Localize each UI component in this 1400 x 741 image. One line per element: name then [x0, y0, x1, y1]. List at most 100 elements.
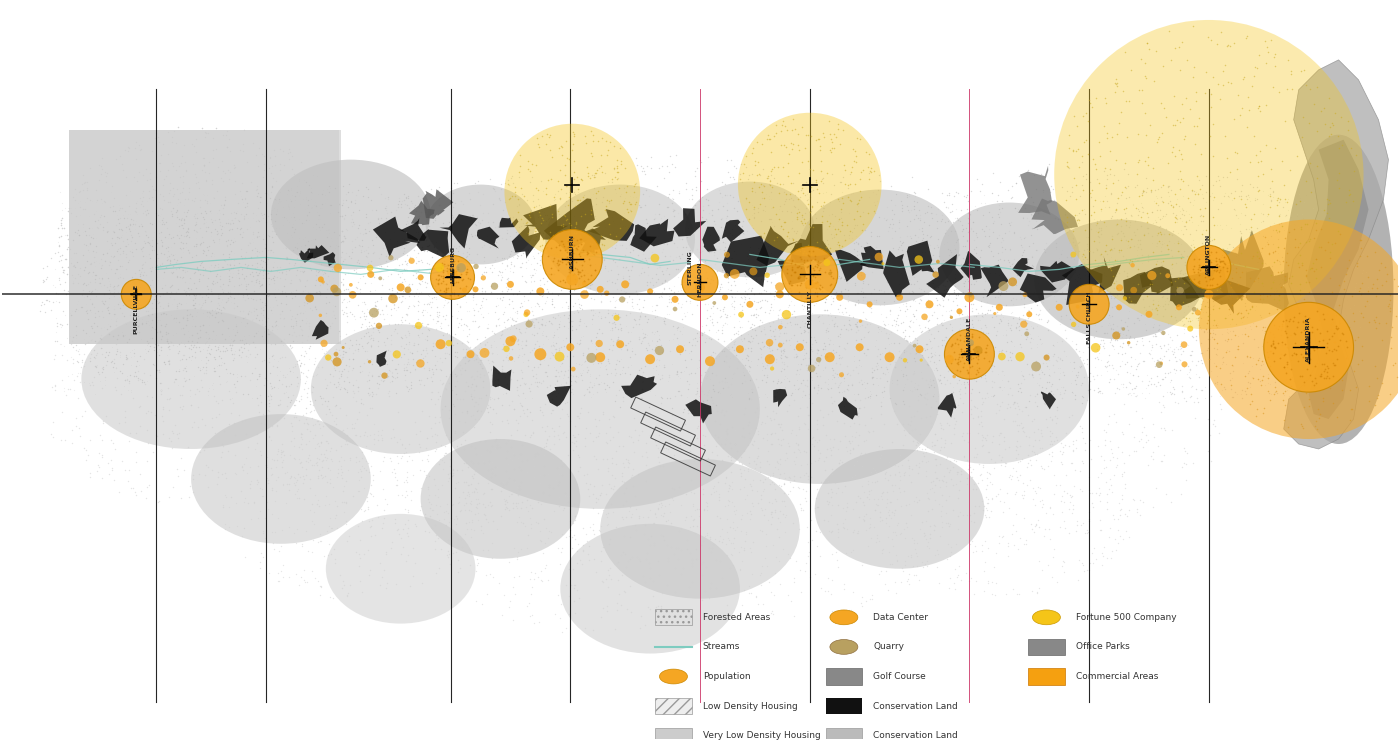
Point — [788, 250, 811, 262]
Point — [293, 383, 315, 395]
Point — [671, 465, 693, 476]
Point — [1319, 272, 1341, 284]
Point — [155, 335, 178, 347]
Point — [769, 178, 791, 190]
Point — [1070, 360, 1092, 372]
Point — [1343, 299, 1365, 310]
Point — [151, 333, 174, 345]
Point — [605, 390, 627, 402]
Point — [1089, 195, 1112, 207]
Point — [1260, 194, 1282, 206]
Point — [783, 456, 805, 468]
Point — [1261, 334, 1284, 346]
Point — [795, 188, 818, 200]
Point — [497, 354, 519, 366]
Point — [260, 339, 283, 350]
Point — [1221, 360, 1243, 372]
Circle shape — [595, 352, 605, 362]
Point — [983, 345, 1005, 356]
Point — [777, 193, 799, 205]
Point — [612, 368, 634, 379]
Point — [111, 158, 133, 170]
Point — [566, 170, 588, 182]
Point — [102, 330, 125, 342]
Point — [406, 271, 428, 283]
Point — [680, 510, 703, 522]
Point — [204, 307, 227, 319]
Point — [136, 492, 158, 504]
Point — [596, 353, 619, 365]
Point — [1141, 321, 1163, 333]
Point — [1109, 360, 1131, 372]
Polygon shape — [1040, 261, 1075, 282]
Point — [322, 415, 344, 427]
Point — [1134, 70, 1156, 82]
Point — [545, 390, 567, 402]
Point — [1254, 139, 1277, 150]
Point — [560, 315, 582, 327]
Point — [833, 400, 855, 412]
Point — [459, 273, 482, 285]
Point — [193, 368, 216, 379]
Point — [739, 285, 762, 297]
Point — [1271, 220, 1294, 232]
Point — [1060, 377, 1082, 389]
Circle shape — [682, 265, 718, 300]
Point — [375, 577, 398, 589]
Point — [738, 170, 760, 182]
Point — [1308, 335, 1330, 347]
Point — [917, 315, 939, 327]
Point — [414, 471, 437, 483]
Point — [441, 310, 463, 322]
Point — [822, 441, 844, 453]
Point — [983, 215, 1005, 227]
Point — [1218, 238, 1240, 250]
Point — [56, 332, 78, 344]
Point — [480, 464, 503, 476]
Point — [337, 353, 360, 365]
Point — [69, 422, 91, 433]
Point — [309, 581, 332, 593]
Point — [241, 313, 263, 325]
Point — [356, 208, 378, 220]
Point — [567, 280, 589, 292]
Point — [1357, 285, 1379, 297]
Point — [141, 359, 164, 370]
Point — [787, 439, 809, 451]
Point — [631, 366, 654, 378]
Point — [209, 339, 231, 351]
Point — [917, 326, 939, 338]
Point — [568, 313, 591, 325]
Point — [851, 207, 874, 219]
Point — [241, 233, 263, 245]
Point — [644, 299, 666, 310]
Point — [756, 359, 778, 370]
Point — [820, 487, 843, 499]
Point — [1012, 245, 1035, 256]
Point — [612, 499, 634, 511]
Point — [1077, 256, 1099, 268]
Point — [147, 215, 169, 227]
Point — [461, 393, 483, 405]
Point — [998, 441, 1021, 453]
Point — [805, 297, 827, 309]
Point — [1221, 391, 1243, 403]
Point — [855, 595, 878, 607]
Point — [980, 375, 1002, 387]
Point — [651, 530, 673, 542]
Point — [155, 311, 178, 323]
Point — [549, 381, 571, 393]
Point — [242, 226, 265, 238]
Point — [463, 176, 486, 188]
Point — [125, 202, 147, 214]
Point — [238, 305, 260, 317]
Point — [561, 320, 584, 332]
Point — [466, 247, 489, 259]
Point — [249, 293, 272, 305]
Point — [974, 491, 997, 503]
Point — [153, 308, 175, 319]
Point — [132, 292, 154, 304]
Point — [48, 246, 70, 258]
Point — [95, 226, 118, 238]
Point — [414, 442, 437, 453]
